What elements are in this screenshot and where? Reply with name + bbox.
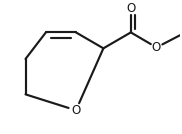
Text: O: O: [152, 41, 161, 54]
Text: O: O: [71, 104, 81, 117]
Text: O: O: [126, 2, 135, 15]
